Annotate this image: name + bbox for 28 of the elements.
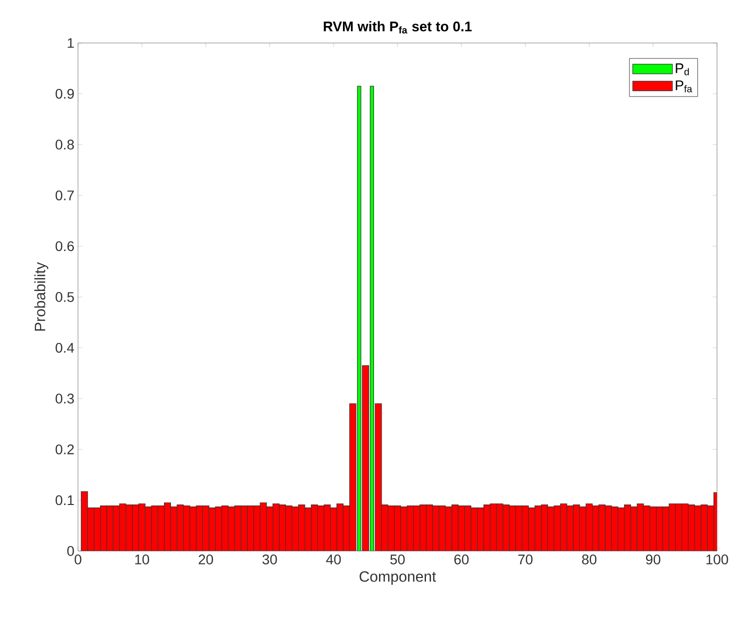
x-tick-label: 70 <box>518 554 533 564</box>
x-axis-title: Component <box>360 571 436 585</box>
y-tick-label: 0.1 <box>56 495 74 506</box>
y-tick-label: 0.8 <box>56 140 74 150</box>
x-tick-label: 60 <box>454 554 469 564</box>
x-tick-label: 0 <box>74 554 82 564</box>
x-tick-label: 10 <box>135 554 150 564</box>
y-tick-label: 0.9 <box>56 88 74 99</box>
x-tick-label: 90 <box>646 554 660 564</box>
x-tick-label: 40 <box>326 554 341 564</box>
y-tick-label: 1 <box>68 38 74 48</box>
x-tick-label: 50 <box>390 554 405 564</box>
y-tick-label: 0 <box>67 546 74 556</box>
x-tick-label: 30 <box>262 554 277 564</box>
x-tick-label: 80 <box>582 554 596 564</box>
x-tick-label: 100 <box>706 554 728 564</box>
y-tick-label: 0.2 <box>56 444 74 454</box>
bar <box>362 365 370 551</box>
legend-label: P$_{d}$ <box>676 63 689 76</box>
legend-label: P$_{fa}$ <box>676 80 692 92</box>
y-tick-label: 0.3 <box>56 394 74 404</box>
y-tick-label: 0.4 <box>56 342 74 353</box>
y-tick-label: 0.5 <box>56 292 74 302</box>
x-tick-label: 20 <box>198 554 214 564</box>
y-axis-title: Probability <box>34 262 48 331</box>
chart-title: RVM with P$_{fa}$ set to 0.1 <box>324 21 472 34</box>
y-tick-label: 0.7 <box>56 190 74 200</box>
y-tick-label: 0.6 <box>56 241 74 252</box>
